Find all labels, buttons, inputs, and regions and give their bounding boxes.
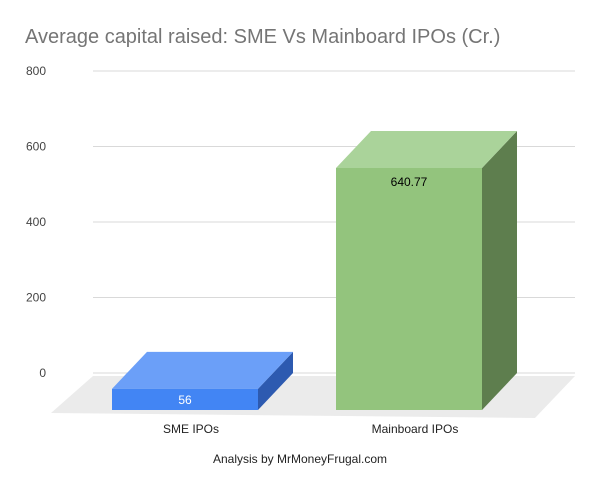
y-tick-label: 0 — [39, 366, 46, 380]
x-category-label: Mainboard IPOs — [372, 422, 459, 436]
bar-side — [258, 351, 293, 410]
bar-side — [482, 131, 517, 410]
bar — [336, 168, 482, 410]
chart-title: Average capital raised: SME Vs Mainboard… — [25, 26, 501, 48]
y-tick-label: 200 — [26, 291, 46, 305]
bar — [112, 388, 258, 410]
y-tick-label: 400 — [26, 215, 46, 229]
x-category-label: SME IPOs — [163, 422, 219, 436]
y-tick-label: 800 — [26, 64, 46, 78]
bar-top — [336, 131, 517, 168]
y-tick-label: 600 — [26, 140, 46, 154]
x-axis-title: Analysis by MrMoneyFrugal.com — [212, 452, 388, 466]
data-label: 56 — [178, 393, 192, 407]
data-label: 640.77 — [391, 175, 428, 189]
bar-top — [112, 351, 293, 389]
